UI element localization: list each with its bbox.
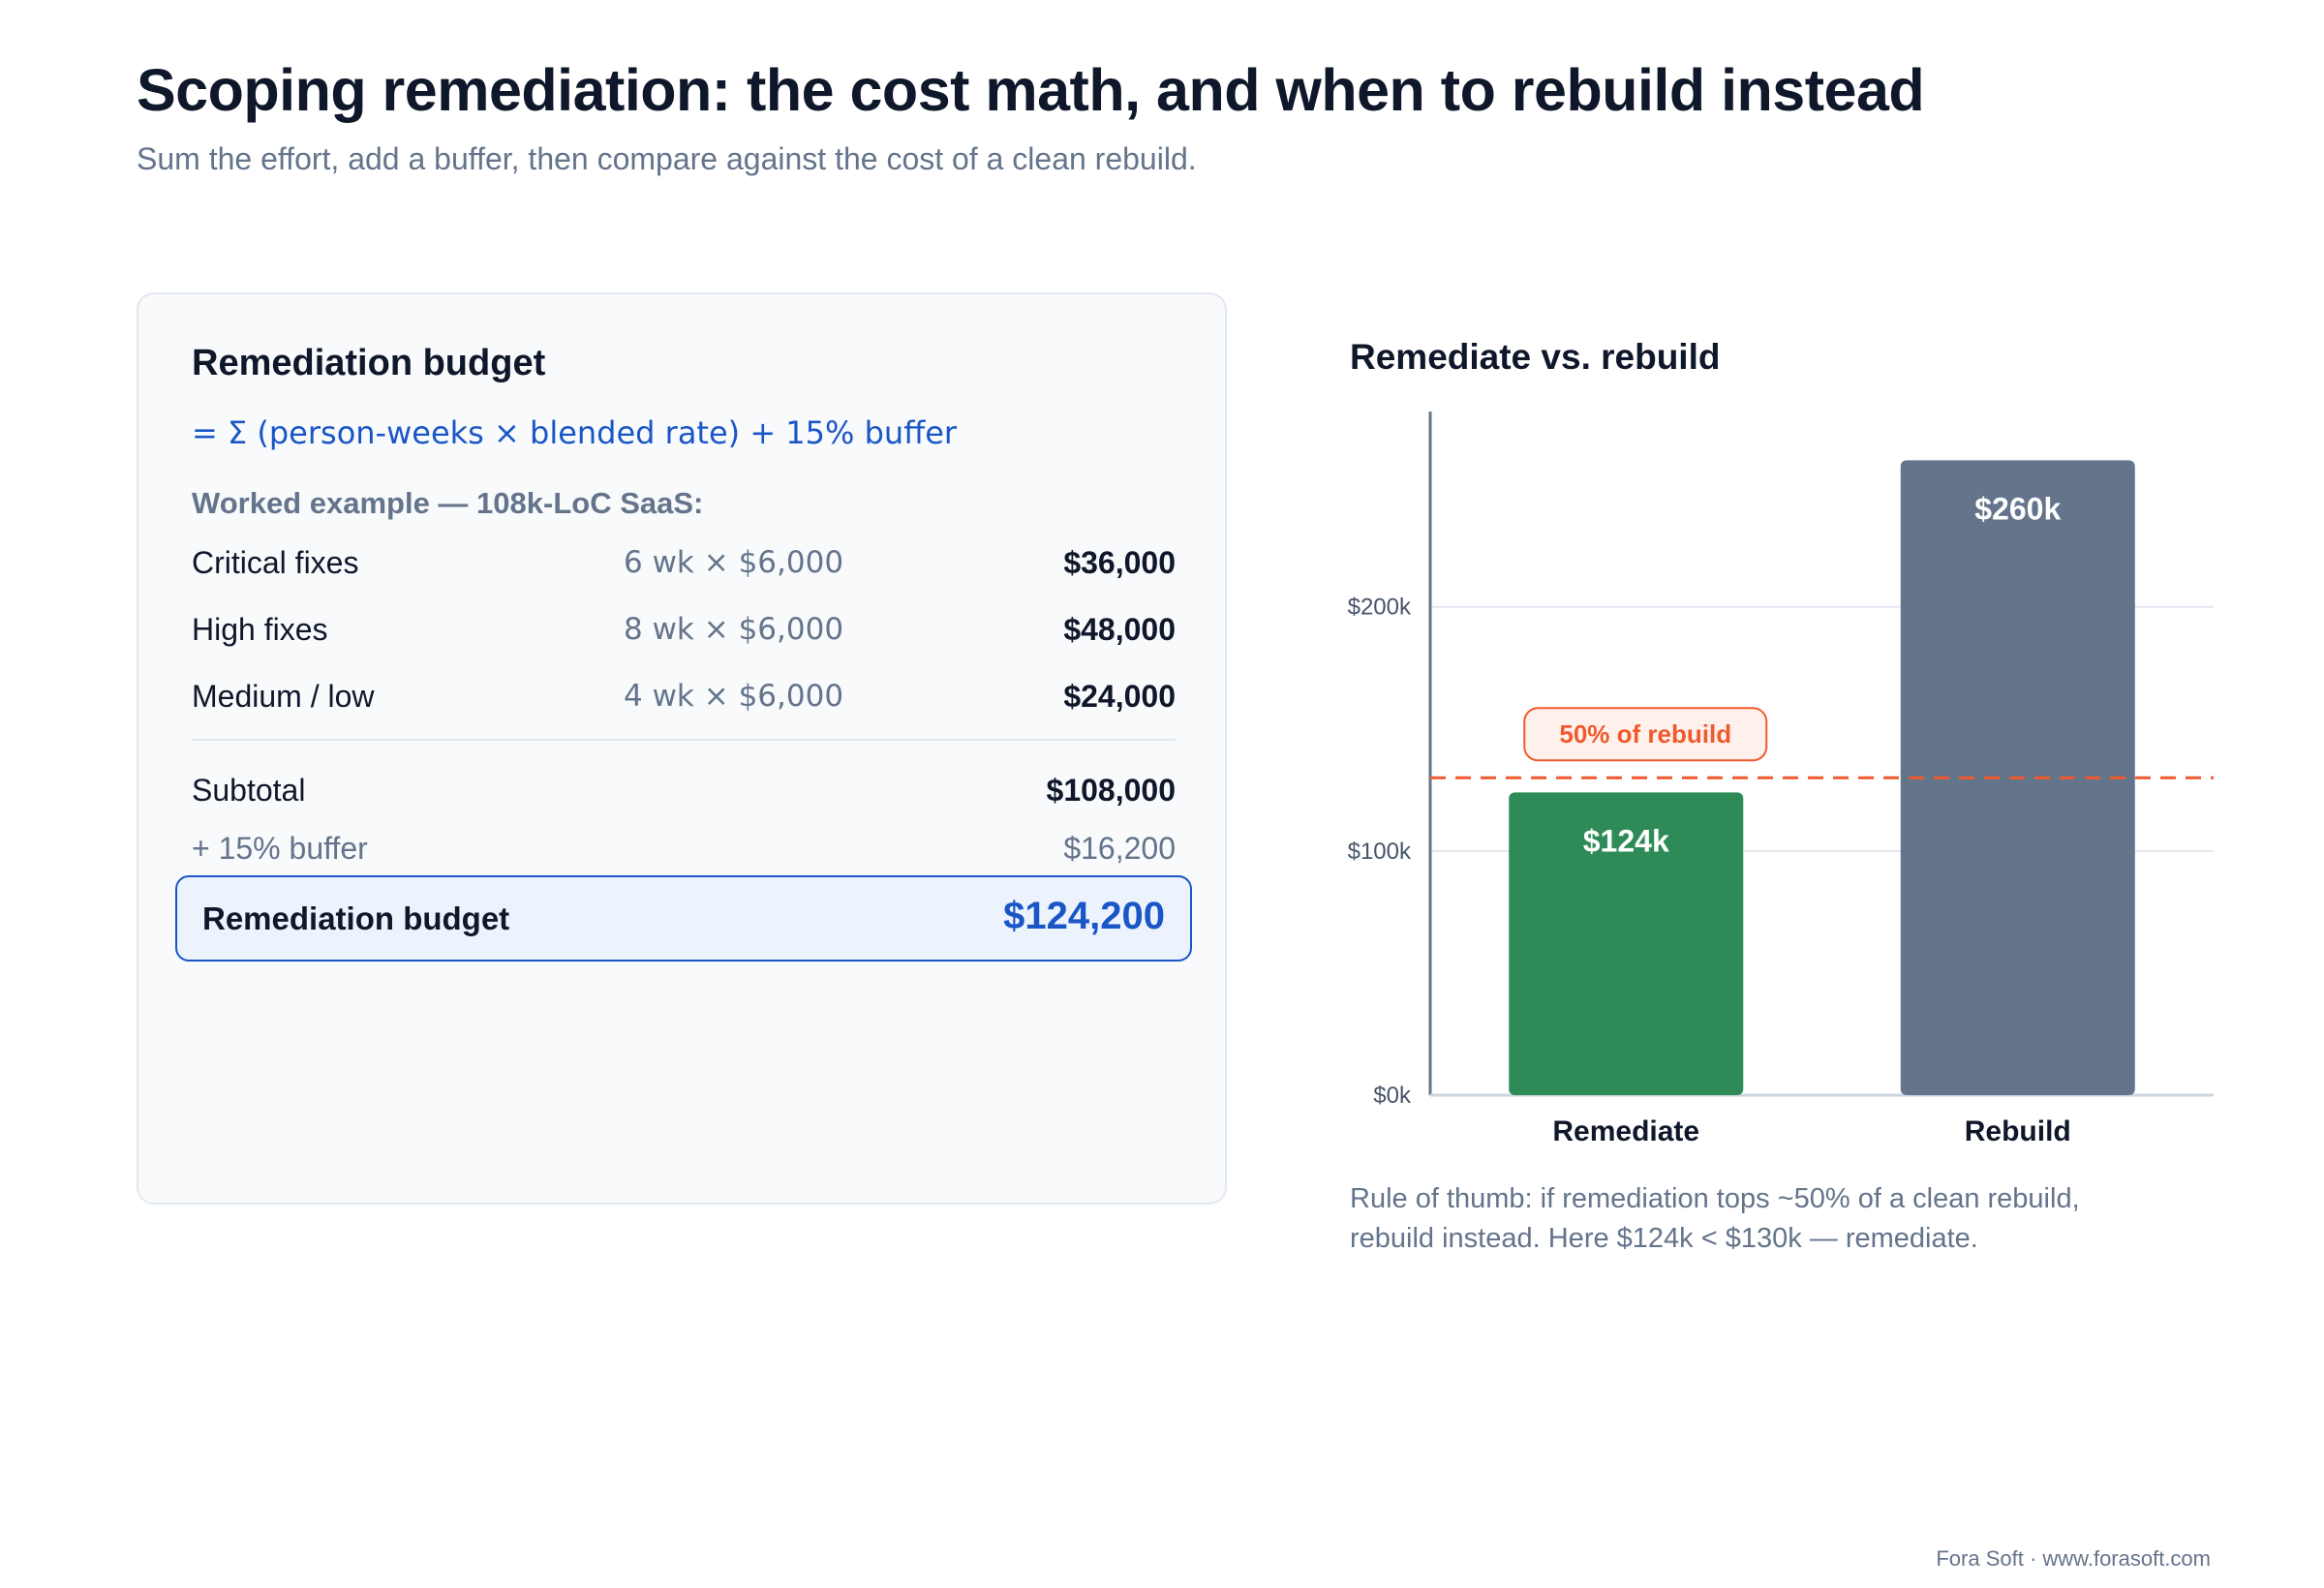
bar-value-label: $260k bbox=[1974, 491, 2061, 526]
threshold-badge bbox=[1523, 707, 1768, 762]
y-tick-label: $200k bbox=[1348, 595, 1412, 621]
line-item-critical: Critical fixes 6 wk × $6,000 $36,000 bbox=[192, 545, 1176, 588]
footer-credit: Fora Soft · www.forasoft.com bbox=[1936, 1546, 2211, 1571]
x-tick-label: Rebuild bbox=[1965, 1115, 2071, 1147]
total-label: Remediation budget bbox=[202, 901, 510, 936]
example-label: Worked example — 108k-LoC SaaS: bbox=[192, 486, 704, 520]
budget-formula: = Σ (person-weeks × blended rate) + 15% … bbox=[192, 414, 958, 451]
buffer-amount: $16,200 bbox=[1063, 831, 1176, 866]
divider bbox=[192, 739, 1176, 741]
subtotal-amount: $108,000 bbox=[1046, 773, 1176, 808]
line-item-amount: $36,000 bbox=[1063, 545, 1176, 580]
line-item-medium-low: Medium / low 4 wk × $6,000 $24,000 bbox=[192, 679, 1176, 721]
subtotal-label: Subtotal bbox=[192, 773, 306, 808]
line-item-label: Critical fixes bbox=[192, 545, 359, 580]
page-title: Scoping remediation: the cost math, and … bbox=[137, 57, 1925, 123]
chart-title: Remediate vs. rebuild bbox=[1350, 337, 1721, 377]
y-tick-label: $100k bbox=[1348, 839, 1412, 865]
line-item-calc: 8 wk × $6,000 bbox=[624, 612, 844, 647]
budget-title: Remediation budget bbox=[192, 343, 546, 383]
buffer-row: + 15% buffer $16,200 bbox=[192, 831, 1176, 873]
line-item-amount: $48,000 bbox=[1063, 612, 1176, 647]
total-amount: $124,200 bbox=[1003, 895, 1165, 937]
line-item-amount: $24,000 bbox=[1063, 679, 1176, 714]
line-item-calc: 6 wk × $6,000 bbox=[624, 545, 844, 580]
threshold-label: 50% of rebuild bbox=[1559, 719, 1731, 748]
budget-card: Remediation budget = Σ (person-weeks × b… bbox=[137, 292, 1227, 1205]
line-item-label: Medium / low bbox=[192, 679, 375, 714]
page-subtitle: Sum the effort, add a buffer, then compa… bbox=[137, 141, 1197, 176]
bar-value-label: $124k bbox=[1583, 823, 1669, 858]
chart-note: Rule of thumb: if remediation tops ~50% … bbox=[1350, 1183, 2080, 1254]
y-tick-label: $0k bbox=[1373, 1083, 1412, 1109]
line-item-label: High fixes bbox=[192, 612, 328, 647]
x-tick-label: Remediate bbox=[1552, 1115, 1699, 1147]
line-item-calc: 4 wk × $6,000 bbox=[624, 679, 844, 714]
buffer-label: + 15% buffer bbox=[192, 831, 368, 866]
line-item-high: High fixes 8 wk × $6,000 $48,000 bbox=[192, 612, 1176, 655]
total-box: Remediation budget $124,200 bbox=[175, 875, 1192, 962]
bar-remediate bbox=[1509, 792, 1744, 1095]
subtotal-row: Subtotal $108,000 bbox=[192, 773, 1176, 815]
